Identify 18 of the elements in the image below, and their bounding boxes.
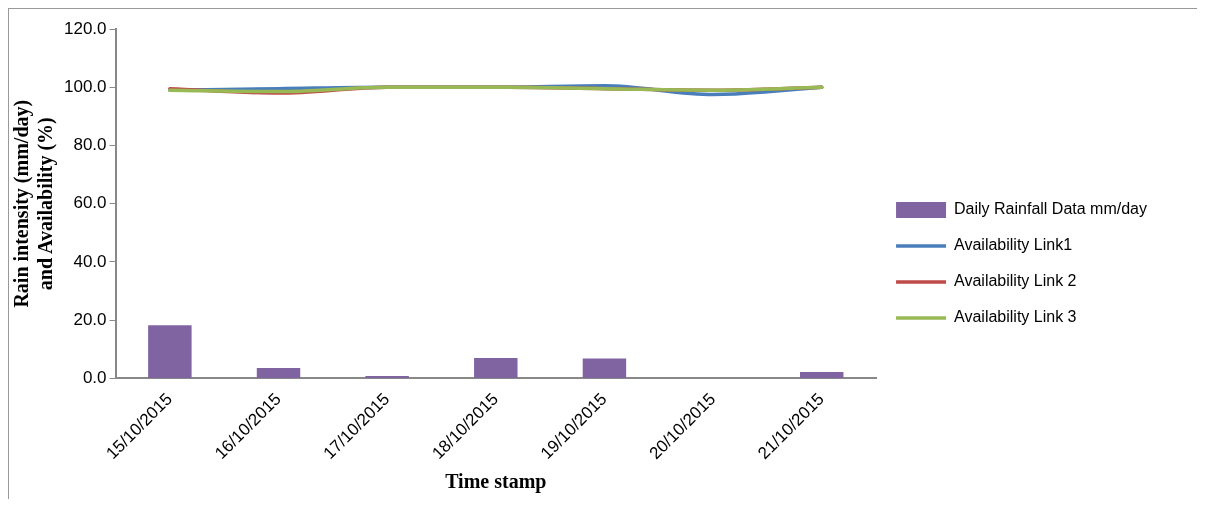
bar xyxy=(582,358,627,378)
y-tick-label: 0.0 xyxy=(82,368,107,388)
y-tick-label: 40.0 xyxy=(73,251,107,271)
y-tick-label: 20.0 xyxy=(73,309,107,329)
y-tick-label: 100.0 xyxy=(63,76,107,96)
bar xyxy=(474,358,518,378)
bar xyxy=(256,367,301,378)
legend-label: Availability Link 2 xyxy=(954,272,1077,290)
bar xyxy=(800,372,844,378)
x-axis-title: Time stamp xyxy=(445,470,547,494)
y-axis-title: Rain intensity (mm/day) and Availability (%) xyxy=(10,99,58,308)
legend-label: Availability Link1 xyxy=(954,236,1073,254)
bar xyxy=(148,325,192,378)
y-tick-label: 60.0 xyxy=(73,193,107,213)
legend-label: Daily Rainfall Data mm/day xyxy=(954,200,1147,218)
y-tick-label: 120.0 xyxy=(63,18,107,38)
legend-label: Availability Link 3 xyxy=(954,308,1077,326)
y-tick-label: 80.0 xyxy=(73,135,107,155)
